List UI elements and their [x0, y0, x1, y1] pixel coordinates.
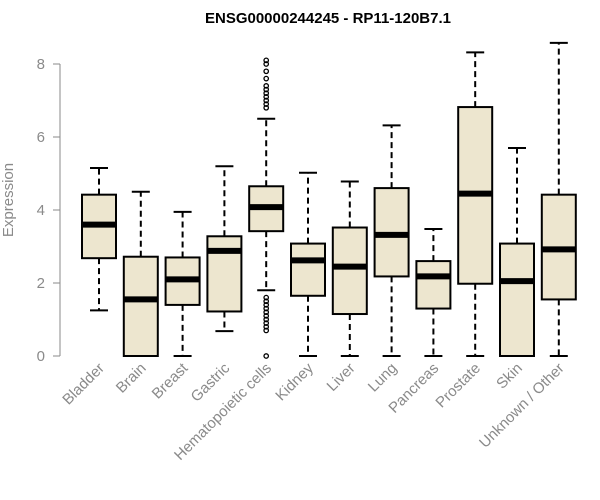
x-tick-label: Brain [113, 360, 150, 397]
box-group [415, 227, 452, 357]
y-tick-label: 2 [37, 275, 45, 292]
outlier-point [263, 323, 270, 330]
box-group [81, 167, 117, 312]
outlier-point [263, 104, 270, 111]
outlier-point [263, 298, 270, 305]
outlier-point [263, 305, 270, 312]
y-axis-label: Expression [0, 163, 17, 237]
x-tick-label: Liver [324, 360, 359, 395]
y-axis: 0 2 4 6 8 [37, 56, 61, 365]
y-tick-label: 8 [37, 56, 45, 73]
outlier-point [263, 101, 270, 108]
outlier-point [263, 90, 270, 97]
box-group [206, 165, 243, 333]
outlier-point [263, 83, 270, 89]
box-group [331, 180, 368, 357]
outlier-point [263, 294, 270, 301]
box-group [540, 41, 577, 357]
iqr-box [206, 235, 243, 313]
outlier-point [263, 312, 270, 319]
outlier-point [263, 68, 270, 75]
outlier-point [263, 97, 270, 104]
iqr-box [331, 226, 368, 316]
box-group [164, 210, 201, 357]
box-group [373, 124, 410, 357]
x-tick-label: Skin [493, 360, 526, 393]
chart-title: ENSG00000244245 - RP11-120B7.1 [205, 10, 451, 27]
x-tick-label: Breast [149, 359, 192, 402]
iqr-box [415, 260, 452, 310]
boxes [81, 41, 577, 359]
y-tick-label: 4 [37, 202, 45, 219]
outlier-point [263, 320, 270, 326]
outlier-point [263, 75, 270, 82]
outlier-point [263, 327, 270, 334]
y-tick-label: 0 [37, 348, 45, 365]
iqr-box [122, 255, 159, 357]
outlier-point [263, 353, 270, 359]
iqr-box [290, 242, 326, 297]
iqr-box [499, 242, 535, 357]
box-group [457, 51, 494, 357]
x-tick-label: Lung [365, 360, 401, 396]
x-tick-label: Prostate [432, 360, 484, 412]
x-tick-label: Kidney [272, 359, 317, 404]
outlier-point [263, 61, 270, 67]
outlier-point [263, 316, 270, 323]
y-tick-label: 6 [37, 129, 45, 146]
box-group [499, 146, 535, 357]
outlier-point [263, 309, 270, 316]
outlier-point [263, 94, 270, 100]
box-group [290, 171, 326, 357]
box-group [122, 190, 159, 357]
outlier-point [263, 86, 270, 93]
box-group [248, 57, 285, 359]
outlier-point [263, 302, 270, 308]
x-tick-label: Bladder [59, 360, 108, 409]
outlier-point [263, 57, 270, 64]
